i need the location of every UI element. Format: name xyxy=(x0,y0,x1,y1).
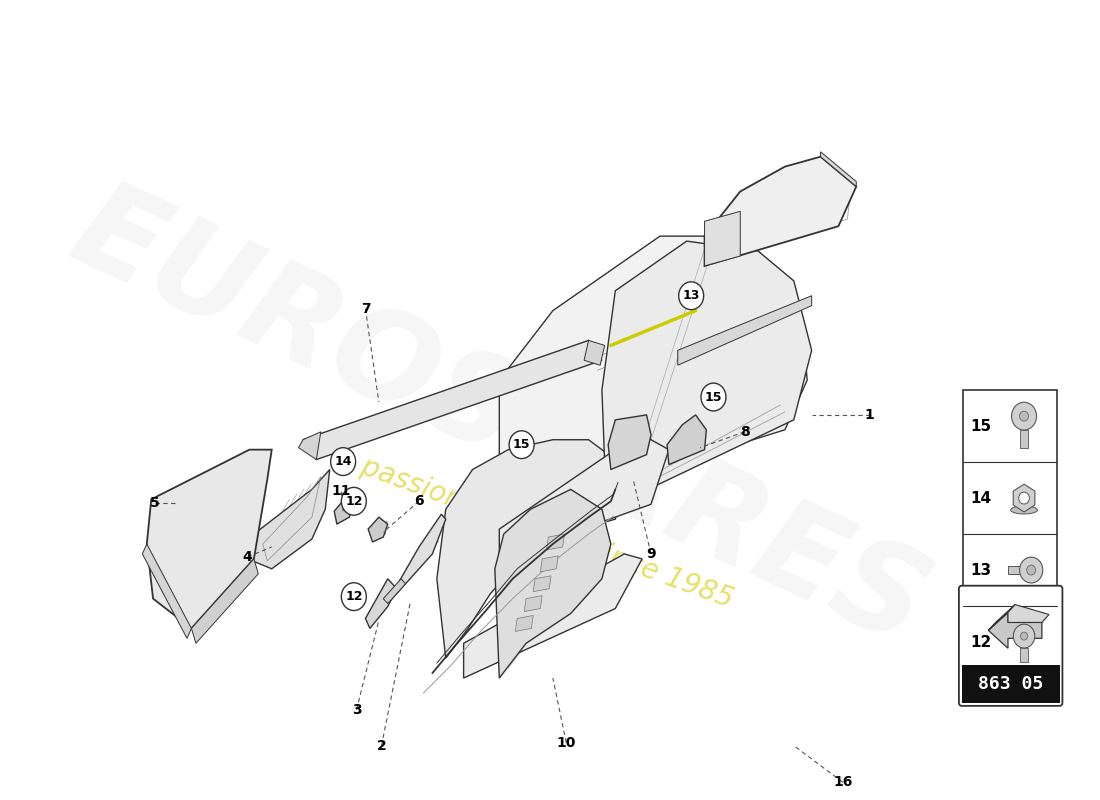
Text: 15: 15 xyxy=(513,438,530,451)
Text: 16: 16 xyxy=(833,775,853,790)
Text: 7: 7 xyxy=(361,302,371,316)
Text: 11: 11 xyxy=(331,484,351,498)
Polygon shape xyxy=(1013,484,1035,512)
Polygon shape xyxy=(540,556,558,572)
Text: 14: 14 xyxy=(334,455,352,468)
Polygon shape xyxy=(437,440,624,658)
Polygon shape xyxy=(146,450,272,629)
Text: 863 05: 863 05 xyxy=(978,675,1043,693)
Polygon shape xyxy=(1008,605,1049,622)
Circle shape xyxy=(1020,411,1028,421)
Circle shape xyxy=(679,282,704,310)
Polygon shape xyxy=(499,434,669,559)
Polygon shape xyxy=(678,296,812,366)
Text: 6: 6 xyxy=(415,494,424,508)
Circle shape xyxy=(1013,624,1035,648)
Text: a passion for parts since 1985: a passion for parts since 1985 xyxy=(333,444,737,614)
Text: 4: 4 xyxy=(243,550,253,564)
Circle shape xyxy=(341,582,366,610)
Circle shape xyxy=(1026,565,1035,575)
Polygon shape xyxy=(368,517,388,542)
Polygon shape xyxy=(298,432,321,459)
Circle shape xyxy=(1012,402,1036,430)
Polygon shape xyxy=(988,605,1015,630)
Polygon shape xyxy=(534,576,551,592)
Text: 3: 3 xyxy=(352,703,361,717)
Polygon shape xyxy=(988,613,1042,648)
Text: 12: 12 xyxy=(345,590,363,603)
Polygon shape xyxy=(334,498,352,524)
Polygon shape xyxy=(302,341,602,459)
Text: 10: 10 xyxy=(557,736,576,750)
Text: 1: 1 xyxy=(865,408,874,422)
Text: 13: 13 xyxy=(970,562,992,578)
Text: 15: 15 xyxy=(970,418,992,434)
Polygon shape xyxy=(388,514,446,603)
Polygon shape xyxy=(383,578,406,603)
Polygon shape xyxy=(495,490,610,678)
FancyBboxPatch shape xyxy=(959,586,1063,706)
Text: 8: 8 xyxy=(740,425,749,438)
Bar xyxy=(1021,430,1027,448)
Text: 15: 15 xyxy=(705,390,723,403)
Circle shape xyxy=(701,383,726,411)
Circle shape xyxy=(331,448,355,475)
Polygon shape xyxy=(608,415,651,470)
Text: 13: 13 xyxy=(682,290,700,302)
Polygon shape xyxy=(821,152,856,186)
Circle shape xyxy=(341,487,366,515)
Circle shape xyxy=(1019,492,1030,504)
Text: 5: 5 xyxy=(150,496,160,510)
Bar xyxy=(1021,648,1027,662)
Bar xyxy=(964,390,1057,678)
Polygon shape xyxy=(499,236,807,519)
Polygon shape xyxy=(705,211,740,266)
Polygon shape xyxy=(705,157,856,266)
Bar xyxy=(961,665,1059,703)
Polygon shape xyxy=(602,241,812,510)
Text: 9: 9 xyxy=(646,547,656,561)
Circle shape xyxy=(1021,632,1027,640)
Text: 12: 12 xyxy=(970,634,992,650)
Polygon shape xyxy=(667,415,706,465)
Polygon shape xyxy=(516,615,534,631)
Bar xyxy=(1008,566,1024,574)
Text: 14: 14 xyxy=(970,490,992,506)
Polygon shape xyxy=(463,554,642,678)
Polygon shape xyxy=(248,470,330,569)
Polygon shape xyxy=(365,578,397,629)
Text: 12: 12 xyxy=(345,494,363,508)
Ellipse shape xyxy=(1011,506,1037,514)
Circle shape xyxy=(1020,557,1043,583)
Polygon shape xyxy=(547,534,564,550)
Circle shape xyxy=(509,430,535,458)
Polygon shape xyxy=(191,559,258,643)
Polygon shape xyxy=(525,596,542,611)
Polygon shape xyxy=(584,341,605,366)
Text: EUROSPARES: EUROSPARES xyxy=(53,169,945,670)
Text: 2: 2 xyxy=(376,738,386,753)
Polygon shape xyxy=(142,544,191,638)
